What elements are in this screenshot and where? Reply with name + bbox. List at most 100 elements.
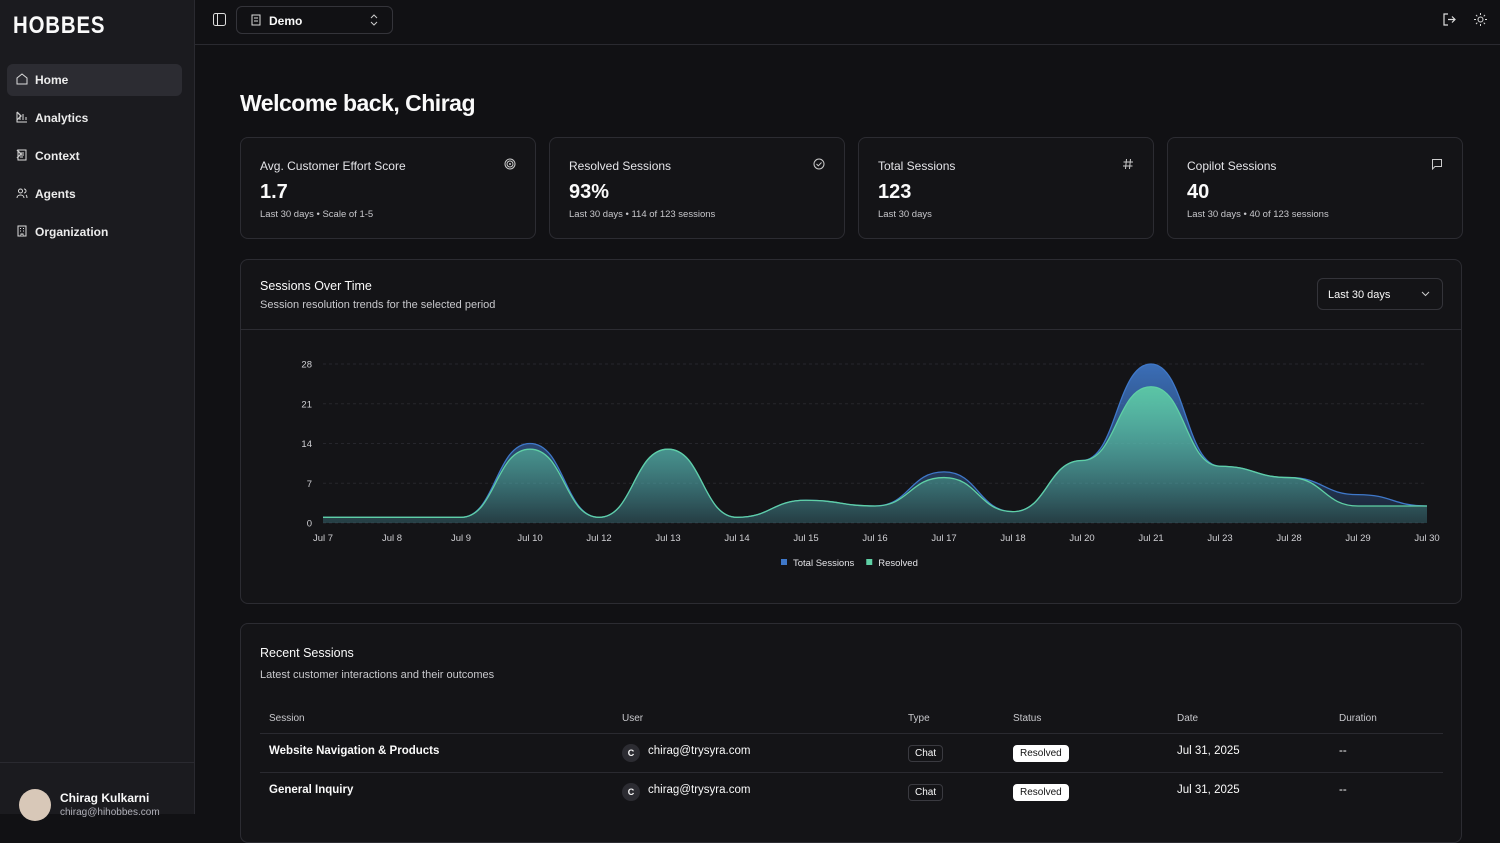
nav-item[interactable]: Agents <box>7 178 182 210</box>
y-tick-label: 21 <box>301 399 312 410</box>
x-tick-label: Jul 15 <box>793 533 818 544</box>
icon <box>16 73 28 85</box>
cell-type: Chat <box>908 784 944 801</box>
chart-title: Sessions Over Time <box>260 279 372 293</box>
icon <box>1421 291 1430 297</box>
x-tick-label: Jul 20 <box>1069 533 1094 544</box>
stat-note: Last 30 days <box>878 209 932 220</box>
x-tick-label: Jul 28 <box>1276 533 1301 544</box>
cell-type: Chat <box>908 745 944 762</box>
user-initial: C <box>622 783 640 801</box>
nav-item[interactable]: Home <box>7 64 182 96</box>
stat-value: 123 <box>878 181 912 203</box>
x-tick-label: Jul 7 <box>313 533 333 544</box>
icon <box>1123 158 1133 170</box>
stat-label: Copilot Sessions <box>1187 159 1277 173</box>
x-tick-label: Jul 21 <box>1138 533 1163 544</box>
chevron <box>16 111 22 121</box>
user-initial: C <box>622 744 640 762</box>
y-tick-label: 14 <box>301 439 312 450</box>
theme-toggle[interactable] <box>1474 13 1487 26</box>
icon <box>16 112 27 123</box>
icon <box>16 188 28 199</box>
legend-swatch <box>866 559 873 565</box>
chart: 0 7 14 21 28 Jul 7 Jul 8 Jul 9 Jul 10 Jul 12 Jul 1… <box>301 360 1439 570</box>
page-title: Welcome back, Chirag <box>240 90 476 116</box>
recent-title: Recent Sessions <box>260 646 354 660</box>
cell-user: chirag@trysyra.com <box>648 784 751 796</box>
cell-duration: -- <box>1339 745 1347 757</box>
cell-status: Resolved <box>1013 745 1069 762</box>
x-tick-label: Jul 30 <box>1414 533 1439 544</box>
y-tick-label: 0 <box>307 519 312 530</box>
user-name: Chirag Kulkarni <box>60 791 150 805</box>
icon <box>504 158 516 170</box>
chart-card: Sessions Over Time Session resolution tr… <box>240 259 1462 604</box>
chart-subtitle: Session resolution trends for the select… <box>260 299 496 311</box>
legend-label: Total Sessions <box>793 558 855 569</box>
stat-value: 1.7 <box>260 181 288 203</box>
stat-label: Total Sessions <box>878 159 956 173</box>
user-email: chirag@hihobbes.com <box>60 807 160 818</box>
x-tick-label: Jul 29 <box>1345 533 1370 544</box>
workspace-name: Demo <box>269 14 303 28</box>
column-header: Session <box>269 713 305 724</box>
icon <box>813 158 825 170</box>
sidebar: HOBBES Home Analytics Context Agents Organiz… <box>0 0 195 821</box>
nav-item[interactable]: Analytics <box>7 102 182 134</box>
cell-duration: -- <box>1339 784 1347 796</box>
workspace-select[interactable]: Demo <box>236 6 393 34</box>
column-header: Status <box>1013 713 1042 724</box>
column-header: Date <box>1177 713 1199 724</box>
chevron <box>16 149 22 159</box>
range-label: Last 30 days <box>1328 289 1391 301</box>
stat-label: Resolved Sessions <box>569 159 672 173</box>
x-tick-label: Jul 23 <box>1207 533 1232 544</box>
icon <box>251 14 261 26</box>
nav-item[interactable]: Context <box>7 140 182 172</box>
nav-label: Organization <box>35 225 109 239</box>
column-header: User <box>622 713 644 724</box>
recent-subtitle: Latest customer interactions and their o… <box>260 669 495 681</box>
logo: HOBBES <box>13 12 106 39</box>
cell-status: Resolved <box>1013 784 1069 801</box>
cell-date: Jul 31, 2025 <box>1177 784 1240 796</box>
nav-label: Analytics <box>35 111 89 125</box>
x-tick-label: Jul 9 <box>451 533 471 544</box>
logout-button[interactable] <box>1443 13 1456 26</box>
stat-value: 93% <box>569 181 610 203</box>
nav-label: Agents <box>35 187 76 201</box>
icon <box>17 225 27 237</box>
divider <box>0 762 195 763</box>
stat-note: Last 30 days • 114 of 123 sessions <box>569 209 716 220</box>
column-header: Type <box>908 713 930 724</box>
stat-card: Copilot Sessions 40 Last 30 days • 40 of 1… <box>1167 137 1463 239</box>
x-tick-label: Jul 14 <box>724 533 749 544</box>
area <box>323 386 1427 523</box>
cell-session: General Inquiry <box>269 784 354 796</box>
stat-value: 40 <box>1187 181 1210 203</box>
sidebar-toggle[interactable] <box>213 13 226 26</box>
x-tick-label: Jul 18 <box>1000 533 1025 544</box>
stat-label: Avg. Customer Effort Score <box>260 159 406 173</box>
avatar[interactable] <box>19 789 51 821</box>
cell-session: Website Navigation & Products <box>269 745 440 757</box>
icon <box>370 14 378 26</box>
stat-card: Total Sessions 123 Last 30 days <box>858 137 1154 239</box>
y-tick-label: 28 <box>301 360 312 371</box>
stat-note: Last 30 days • 40 of 123 sessions <box>1187 209 1329 220</box>
x-tick-label: Jul 17 <box>931 533 956 544</box>
x-tick-label: Jul 8 <box>382 533 402 544</box>
line <box>323 386 1427 518</box>
stat-card: Avg. Customer Effort Score 1.7 Last 30 day… <box>240 137 536 239</box>
x-tick-label: Jul 12 <box>586 533 611 544</box>
x-tick-label: Jul 10 <box>517 533 542 544</box>
range-select[interactable]: Last 30 days <box>1317 278 1443 310</box>
nav-item[interactable]: Organization <box>7 216 182 248</box>
y-tick-label: 7 <box>307 479 312 490</box>
divider <box>241 329 1461 330</box>
stat-note: Last 30 days • Scale of 1-5 <box>260 209 374 220</box>
stat-card: Resolved Sessions 93% Last 30 days • 114 o… <box>549 137 845 239</box>
nav-label: Home <box>35 73 69 87</box>
